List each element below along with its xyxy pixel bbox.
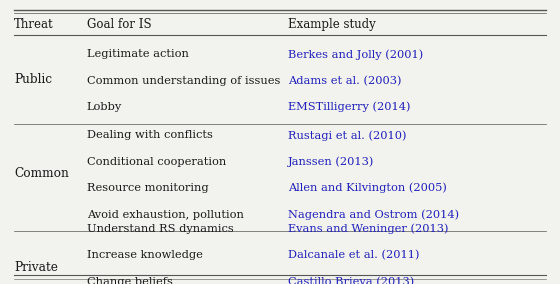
Text: Lobby: Lobby: [87, 102, 122, 112]
Text: Rustagi et al. (2010): Rustagi et al. (2010): [288, 130, 407, 141]
Text: Common: Common: [14, 167, 69, 180]
Text: Adams et al. (2003): Adams et al. (2003): [288, 76, 402, 86]
Text: Resource monitoring: Resource monitoring: [87, 183, 208, 193]
Text: Common understanding of issues: Common understanding of issues: [87, 76, 280, 86]
Text: Nagendra and Ostrom (2014): Nagendra and Ostrom (2014): [288, 209, 460, 220]
Text: Castillo Brieva (2013): Castillo Brieva (2013): [288, 277, 414, 284]
Text: Dalcanale et al. (2011): Dalcanale et al. (2011): [288, 250, 420, 261]
Text: Allen and Kilvington (2005): Allen and Kilvington (2005): [288, 183, 447, 193]
Text: Increase knowledge: Increase knowledge: [87, 250, 203, 260]
Text: Goal for IS: Goal for IS: [87, 18, 151, 32]
Text: Janssen (2013): Janssen (2013): [288, 156, 375, 167]
Text: EMSTilligerry (2014): EMSTilligerry (2014): [288, 102, 411, 112]
Text: Public: Public: [14, 73, 52, 86]
Text: Legitimate action: Legitimate action: [87, 49, 189, 59]
Text: Private: Private: [14, 261, 58, 274]
Text: Berkes and Jolly (2001): Berkes and Jolly (2001): [288, 49, 424, 60]
Text: Conditional cooperation: Conditional cooperation: [87, 157, 226, 167]
Text: Dealing with conflicts: Dealing with conflicts: [87, 130, 213, 140]
Text: Change beliefs: Change beliefs: [87, 277, 172, 284]
Text: Evans and Weninger (2013): Evans and Weninger (2013): [288, 224, 449, 234]
Text: Threat: Threat: [14, 18, 54, 32]
Text: Understand RS dynamics: Understand RS dynamics: [87, 224, 234, 234]
Text: Example study: Example study: [288, 18, 376, 32]
Text: Avoid exhaustion, pollution: Avoid exhaustion, pollution: [87, 210, 244, 220]
